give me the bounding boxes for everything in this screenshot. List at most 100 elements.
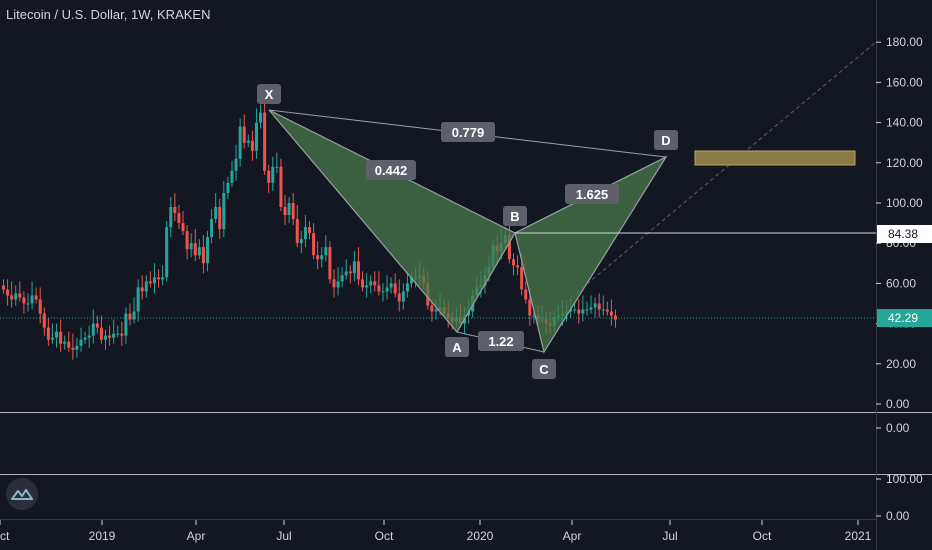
candle-body bbox=[189, 243, 193, 250]
price-axis-label: 120.00 bbox=[886, 156, 923, 170]
candle-body bbox=[75, 345, 79, 350]
candle-body bbox=[157, 277, 161, 280]
svg-text:D: D bbox=[661, 133, 670, 148]
time-axis-label: Apr bbox=[187, 529, 206, 543]
candle-body bbox=[320, 255, 324, 260]
candle-body bbox=[507, 235, 511, 260]
point-b-label[interactable]: B bbox=[503, 206, 527, 226]
candle-body bbox=[214, 207, 218, 220]
candle-body bbox=[283, 207, 287, 216]
candle-body bbox=[14, 293, 18, 300]
candle-body bbox=[169, 207, 173, 228]
candle-body bbox=[38, 299, 42, 314]
svg-text:A: A bbox=[452, 340, 462, 355]
candle-body bbox=[206, 237, 209, 264]
ratio-xd-label[interactable]: 0.779 bbox=[441, 122, 495, 142]
candle-body bbox=[128, 313, 132, 320]
candle-body bbox=[246, 140, 250, 143]
candle-body bbox=[340, 275, 344, 282]
candle-body bbox=[116, 333, 120, 335]
candle-body bbox=[316, 255, 320, 260]
candle-body bbox=[585, 309, 589, 311]
svg-text:C: C bbox=[539, 362, 549, 377]
candle-body bbox=[601, 309, 605, 311]
candle-body bbox=[177, 213, 181, 224]
svg-text:0.442: 0.442 bbox=[375, 163, 408, 178]
candle-body bbox=[2, 285, 5, 290]
candle-body bbox=[348, 271, 352, 274]
candle-body bbox=[336, 281, 340, 288]
svg-text:84.38: 84.38 bbox=[888, 227, 918, 241]
price-axis-label: 160.00 bbox=[886, 75, 923, 89]
candle-body bbox=[528, 299, 532, 316]
candle-body bbox=[267, 170, 271, 183]
candle-body bbox=[46, 327, 50, 340]
ratio-bd-label[interactable]: 1.625 bbox=[565, 184, 619, 204]
candle-body bbox=[185, 231, 189, 250]
candle-body bbox=[275, 166, 279, 168]
candle-body bbox=[381, 291, 385, 293]
candle-body bbox=[87, 335, 91, 338]
projection-dashed-line[interactable] bbox=[543, 41, 877, 321]
price-axis[interactable]: 180.00160.00140.00120.00100.0080.0060.00… bbox=[876, 35, 923, 411]
candle-body bbox=[18, 293, 22, 298]
point-d-label[interactable]: D bbox=[654, 130, 678, 150]
candle-body bbox=[218, 207, 222, 230]
candle-body bbox=[161, 277, 165, 280]
candle-body bbox=[532, 315, 536, 317]
point-c-label[interactable]: C bbox=[532, 359, 556, 379]
tradingview-logo-icon[interactable] bbox=[6, 478, 38, 510]
candle-body bbox=[42, 313, 46, 328]
candle-body bbox=[148, 281, 152, 284]
candle-body bbox=[6, 289, 10, 296]
svg-text:0.779: 0.779 bbox=[452, 125, 485, 140]
svg-text:1.625: 1.625 bbox=[576, 187, 609, 202]
candle-body bbox=[279, 166, 283, 208]
candle-body bbox=[22, 297, 26, 304]
candle-body bbox=[59, 331, 63, 344]
candle-body bbox=[124, 313, 128, 336]
time-axis-label: 2020 bbox=[467, 529, 494, 543]
candle-body bbox=[573, 309, 577, 311]
candle-body bbox=[271, 166, 275, 183]
candle-body bbox=[524, 289, 528, 300]
candle-body bbox=[112, 333, 116, 338]
time-axis-label: Oct bbox=[753, 529, 772, 543]
svg-text:B: B bbox=[510, 209, 519, 224]
candle-body bbox=[165, 227, 169, 278]
candle-body bbox=[430, 305, 434, 312]
candle-body bbox=[520, 267, 524, 290]
candle-body bbox=[254, 122, 258, 151]
candle-body bbox=[393, 283, 397, 294]
candle-body bbox=[352, 261, 356, 274]
candle-body bbox=[361, 279, 365, 288]
candle-body bbox=[609, 311, 613, 316]
time-axis-label: Oct bbox=[0, 529, 10, 543]
candle-body bbox=[369, 281, 373, 286]
candle-body bbox=[34, 295, 38, 300]
candle-body bbox=[593, 303, 597, 308]
candle-body bbox=[589, 307, 593, 310]
price-axis-label: 60.00 bbox=[886, 276, 916, 290]
candle-body bbox=[91, 323, 95, 336]
candle-body bbox=[516, 265, 520, 268]
candle-body bbox=[30, 295, 34, 304]
candle-body bbox=[328, 247, 332, 280]
time-axis[interactable]: Oct 2019 Apr Jul Oct 2020 Apr Jul Oct 2021 bbox=[0, 520, 872, 543]
time-axis-label: Jul bbox=[276, 529, 291, 543]
candle-body bbox=[197, 247, 201, 256]
ratio-xb-label[interactable]: 0.442 bbox=[366, 160, 416, 180]
point-x-label[interactable]: X bbox=[257, 84, 281, 104]
candle-body bbox=[234, 158, 238, 171]
time-axis-label: 2019 bbox=[89, 529, 116, 543]
ratio-ac-label[interactable]: 1.22 bbox=[478, 331, 524, 351]
point-a-label[interactable]: A bbox=[445, 337, 469, 357]
svg-text:X: X bbox=[265, 87, 274, 102]
target-zone-box[interactable] bbox=[694, 150, 856, 166]
price-axis-label: 140.00 bbox=[886, 116, 923, 130]
candle-body bbox=[356, 261, 360, 280]
candle-body bbox=[63, 341, 67, 344]
candle-body bbox=[577, 309, 581, 314]
candle-body bbox=[308, 227, 311, 234]
